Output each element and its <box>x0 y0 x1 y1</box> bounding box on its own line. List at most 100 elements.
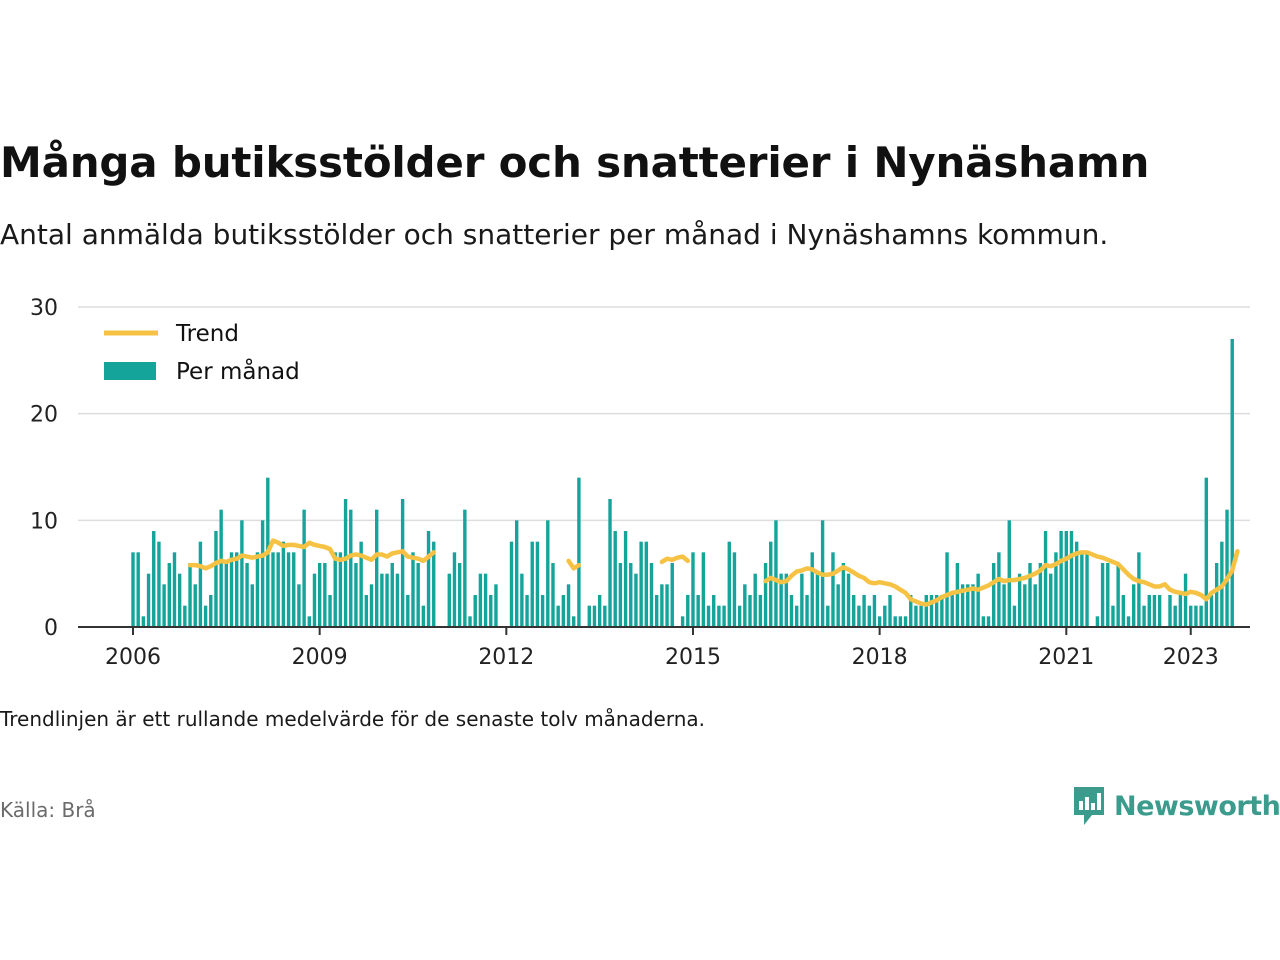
bar <box>805 595 809 627</box>
bar <box>950 595 954 627</box>
bar <box>141 616 146 627</box>
bar <box>525 595 529 627</box>
bar <box>1012 605 1017 627</box>
bar <box>546 520 550 627</box>
bar <box>390 563 394 627</box>
bar <box>1126 616 1131 627</box>
bar <box>986 616 991 627</box>
bar-line-chart: 0 10 20 30 2006 2009 2012 2015 2018 2021 2023 Tre… <box>30 296 1250 670</box>
bar <box>649 563 654 627</box>
bar <box>924 595 928 627</box>
bar <box>551 563 555 627</box>
bar <box>934 595 939 627</box>
bar <box>483 573 488 627</box>
bar <box>286 552 291 627</box>
bar <box>613 531 617 627</box>
bar <box>857 605 861 627</box>
bar <box>841 563 846 627</box>
bar <box>349 509 353 627</box>
bar <box>779 573 783 627</box>
bar <box>717 605 721 627</box>
bar <box>535 541 540 627</box>
x-tick-label: 2021 <box>1038 645 1094 670</box>
y-tick-label: 0 <box>44 616 58 641</box>
legend: Trend Per månad <box>104 321 300 385</box>
newsworthy-logo[interactable]: Newsworthy <box>1072 785 1280 827</box>
bar <box>1017 573 1022 627</box>
bar <box>235 552 239 627</box>
bar <box>209 595 213 627</box>
x-tick-label: 2018 <box>852 645 908 670</box>
bar <box>245 563 249 627</box>
bar <box>966 584 970 627</box>
legend-trend-label: Trend <box>175 321 239 347</box>
bar <box>281 541 286 627</box>
y-tick-label: 20 <box>30 403 58 428</box>
bar <box>167 563 171 627</box>
bar <box>712 595 716 627</box>
y-tick-label: 30 <box>30 296 58 321</box>
bar <box>240 520 244 627</box>
bar <box>468 616 472 627</box>
bar <box>992 563 996 627</box>
bar <box>748 595 752 627</box>
bar <box>520 573 524 627</box>
bar <box>960 584 965 627</box>
bar <box>421 605 426 627</box>
bar <box>1204 477 1208 627</box>
x-tick-label: 2012 <box>478 645 534 670</box>
bar <box>411 552 415 627</box>
bar <box>867 605 871 627</box>
bar <box>769 541 773 627</box>
bar <box>1147 595 1151 627</box>
bar <box>898 616 903 627</box>
bar <box>919 605 923 627</box>
bar <box>743 584 747 627</box>
bar <box>940 595 944 627</box>
bar <box>893 616 897 627</box>
bar <box>1121 595 1126 627</box>
bar <box>877 616 882 627</box>
bar <box>644 541 649 627</box>
bar <box>810 552 814 627</box>
bar <box>1116 563 1120 627</box>
bar <box>494 584 498 627</box>
bar <box>737 605 742 627</box>
bar <box>416 563 420 627</box>
bar <box>514 520 519 627</box>
bar <box>157 541 161 627</box>
bar <box>727 541 731 627</box>
bar <box>1152 595 1157 627</box>
bar <box>219 509 223 627</box>
bar <box>680 616 685 627</box>
bar <box>629 563 633 627</box>
bar <box>489 595 493 627</box>
bar <box>618 563 623 627</box>
trend-line-layer <box>187 538 1240 607</box>
bar <box>556 605 560 627</box>
bar <box>1007 520 1011 627</box>
bar <box>1168 595 1172 627</box>
bar <box>1132 584 1136 627</box>
bar <box>784 573 789 627</box>
bar <box>540 595 545 627</box>
bar <box>193 584 197 627</box>
bar <box>686 595 690 627</box>
bar <box>1230 339 1234 627</box>
bar <box>1069 531 1074 627</box>
bar <box>1142 605 1146 627</box>
source-label: Källa: Brå <box>0 798 96 822</box>
bar <box>146 573 151 627</box>
bar <box>271 552 275 627</box>
bar <box>566 584 571 627</box>
bar <box>665 584 669 627</box>
bar <box>297 584 301 627</box>
bar <box>1199 605 1203 627</box>
bar <box>198 541 203 627</box>
bar <box>758 595 763 627</box>
bar <box>691 552 695 627</box>
bar <box>478 573 483 627</box>
bar <box>1028 563 1032 627</box>
bar <box>136 552 140 627</box>
bar <box>1111 605 1115 627</box>
